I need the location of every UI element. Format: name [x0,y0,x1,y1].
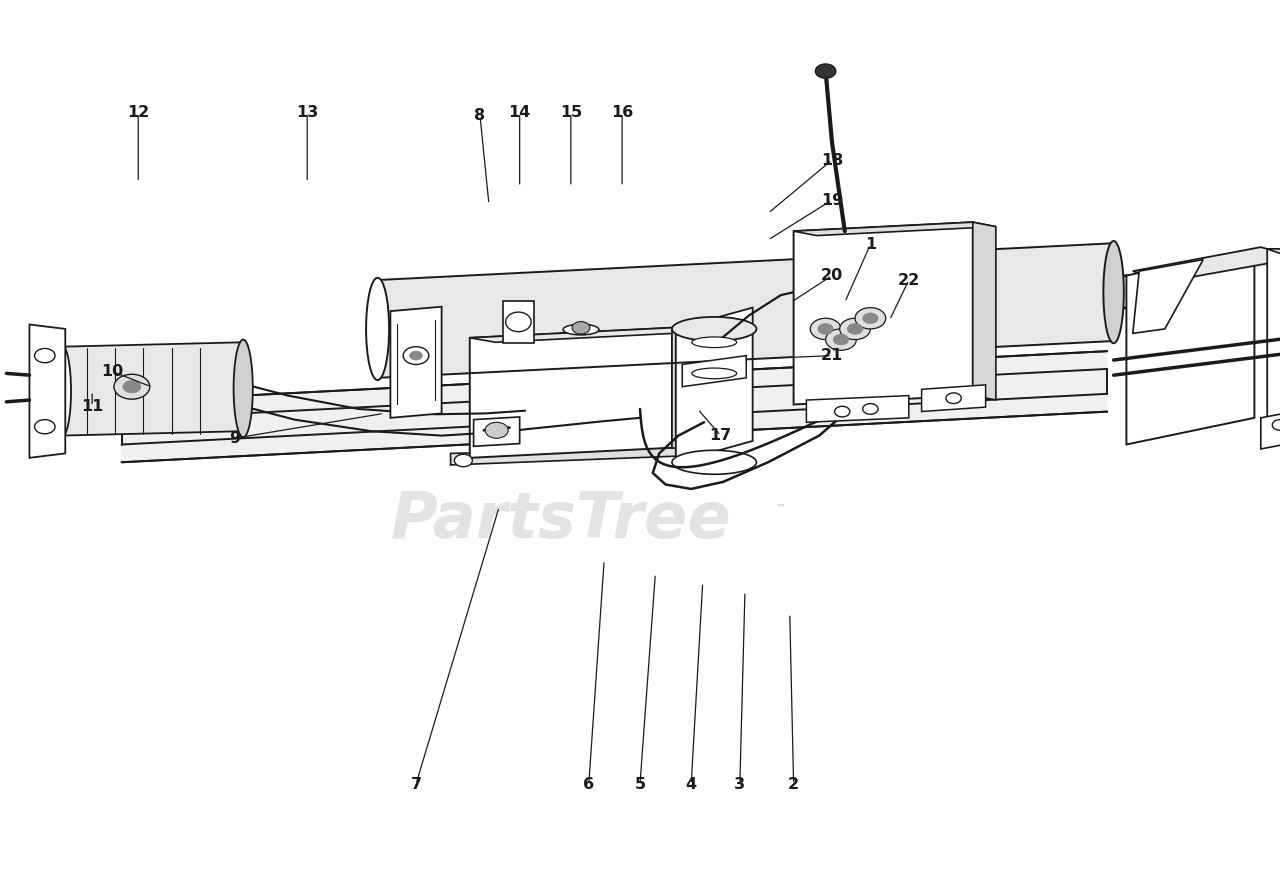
Polygon shape [1133,247,1280,282]
Circle shape [863,313,878,324]
Ellipse shape [366,277,389,380]
Circle shape [1272,420,1280,430]
Circle shape [847,324,863,334]
Polygon shape [973,222,996,400]
Text: 15: 15 [559,106,582,120]
Circle shape [35,348,55,363]
Polygon shape [61,342,243,436]
Polygon shape [806,396,909,422]
Ellipse shape [692,368,737,379]
Polygon shape [1267,249,1280,418]
Text: 10: 10 [101,364,124,379]
Text: PartsTree: PartsTree [390,489,731,551]
Circle shape [833,334,849,345]
Text: 14: 14 [508,106,531,120]
Ellipse shape [1103,241,1124,343]
Text: 4: 4 [686,777,696,791]
Text: 8: 8 [475,108,485,123]
Text: 9: 9 [229,431,239,445]
Polygon shape [794,222,973,404]
Polygon shape [474,417,520,446]
Circle shape [123,380,141,393]
Polygon shape [1126,249,1254,444]
Polygon shape [470,328,672,458]
Polygon shape [676,308,753,462]
Text: ™: ™ [776,501,786,512]
Text: 17: 17 [709,428,732,443]
Circle shape [815,64,836,78]
Circle shape [114,374,150,399]
Circle shape [572,322,590,334]
Text: 6: 6 [584,777,594,791]
Circle shape [810,318,841,340]
Ellipse shape [692,337,737,348]
Polygon shape [1261,404,1280,449]
Polygon shape [682,356,746,387]
Polygon shape [672,328,698,453]
Circle shape [35,420,55,434]
Ellipse shape [672,316,756,340]
Text: 3: 3 [735,777,745,791]
Text: 1: 1 [865,237,876,252]
Text: 11: 11 [81,399,104,413]
Polygon shape [503,300,534,343]
Polygon shape [29,324,65,458]
Circle shape [863,404,878,414]
Text: 22: 22 [897,273,920,287]
Polygon shape [122,351,1107,462]
Text: 18: 18 [820,153,844,167]
Polygon shape [451,447,710,465]
Text: 7: 7 [411,777,421,791]
Circle shape [410,351,422,360]
Circle shape [835,406,850,417]
Text: 21: 21 [820,348,844,363]
Text: 2: 2 [788,777,799,791]
Polygon shape [470,328,698,342]
Ellipse shape [672,450,756,475]
Text: 20: 20 [820,268,844,283]
Polygon shape [794,222,996,236]
Polygon shape [922,385,986,412]
Ellipse shape [233,340,253,437]
Circle shape [946,393,961,404]
Circle shape [403,347,429,364]
Polygon shape [1267,249,1280,262]
Text: 16: 16 [611,106,634,120]
Circle shape [485,422,508,438]
Ellipse shape [563,324,599,335]
Polygon shape [1133,260,1203,333]
Circle shape [454,454,472,467]
Circle shape [818,324,833,334]
Text: 19: 19 [820,193,844,207]
Text: 5: 5 [635,777,645,791]
Polygon shape [378,244,1114,378]
Circle shape [826,329,856,350]
Polygon shape [390,307,442,418]
Text: 13: 13 [296,106,319,120]
Text: 12: 12 [127,106,150,120]
Ellipse shape [51,344,70,437]
Circle shape [855,308,886,329]
Circle shape [840,318,870,340]
